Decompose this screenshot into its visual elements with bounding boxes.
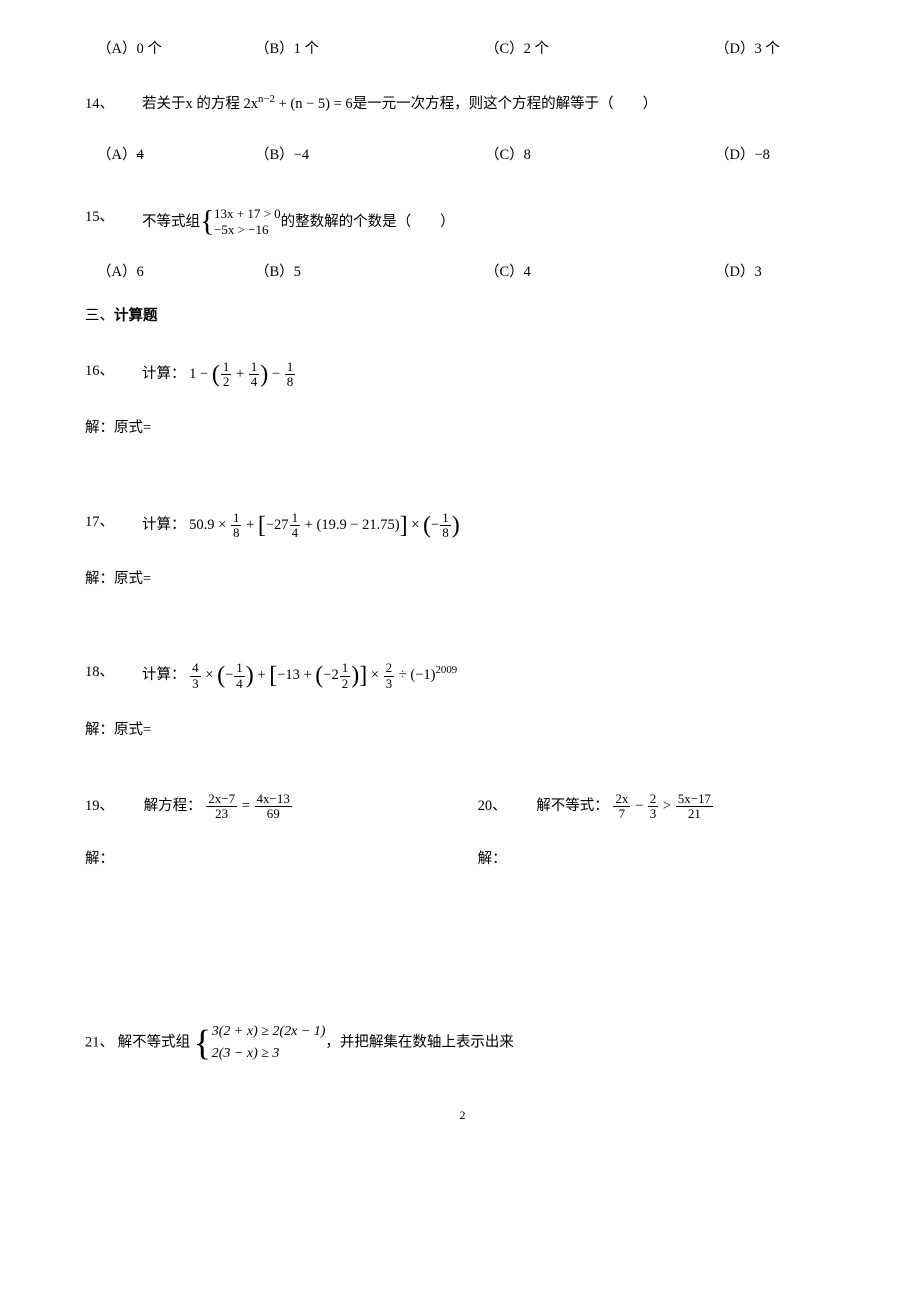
q14-b-label: （B） [255, 147, 294, 163]
q18: 18、 计算： 43 × (−14) + [−13 + (−212)] × 23… [85, 661, 840, 691]
q15: 15、 不等式组 13x + 17 > 0 −5x > −16 的整数解的个数是… [85, 206, 840, 240]
q14-c-label: （C） [485, 147, 524, 163]
q15-option-a: （A）6 [85, 261, 255, 284]
q14-option-d: （D）−8 [715, 144, 770, 167]
q15-text: 不等式组 13x + 17 > 0 −5x > −16 的整数解的个数是（ ） [142, 206, 840, 240]
q14-mid2: 是一元一次方程，则这个方程的解等于（ ） [353, 96, 658, 112]
q16-text: 计算： 1 − (12 + 14) − 18 [142, 360, 840, 390]
q15-line1: 13x + 17 > 0 [214, 206, 281, 223]
q21-label: 解不等式组 [118, 1035, 194, 1051]
q14-option-b: （B）−4 [255, 144, 485, 167]
q16-expression: 1 − (12 + 14) − 18 [189, 366, 296, 382]
q15-system: 13x + 17 > 0 −5x > −16 [200, 206, 281, 240]
q21-line2: 2(3 − x) ≥ 3 [212, 1043, 326, 1065]
q20-answer: 解： [478, 848, 840, 871]
q19-q20-row: 19、 解方程： 2x−723 = 4x−1369 解： 20、 解不等式： 2… [85, 792, 840, 871]
q14-a-label: （A） [97, 147, 136, 163]
q19-label: 解方程： [144, 798, 202, 814]
q21-line1: 3(2 + x) ≥ 2(2x − 1) [212, 1021, 326, 1043]
q14-pre: 若关于 [142, 96, 186, 112]
q20-expression: 2x7 − 23 > 5x−1721 [612, 798, 714, 814]
q14-options: （A）4 （B）−4 （C）8 （D）−8 [85, 144, 840, 167]
q18-expression: 43 × (−14) + [−13 + (−212)] × 23 ÷ (−1)2… [189, 667, 457, 683]
q16-answer: 解：原式= [85, 417, 840, 440]
q18-answer: 解：原式= [85, 719, 840, 742]
q15-options: （A）6 （B）5 （C）4 （D）3 [85, 261, 840, 284]
q14-mid1: 的方程 [193, 96, 244, 112]
q14: 14、 若关于x 的方程 2xn−2 + (n − 5) = 6是一元一次方程，… [85, 93, 840, 116]
q17-text: 计算： 50.9 × 18 + [−2714 + (19.9 − 21.75)]… [142, 511, 840, 541]
q17-number: 17、 [85, 511, 114, 534]
q15-post: 的整数解的个数是（ ） [281, 214, 455, 230]
q18-number: 18、 [85, 661, 114, 684]
q21: 21、 解不等式组 3(2 + x) ≥ 2(2x − 1) 2(3 − x) … [85, 1021, 840, 1066]
q21-post: ，并把解集在数轴上表示出来 [325, 1035, 514, 1051]
q13-option-b: （B）1 个 [255, 38, 485, 61]
q17-answer: 解：原式= [85, 568, 840, 591]
q18-label: 计算： [142, 667, 186, 683]
q14-d-label: （D） [715, 147, 754, 163]
q20-number: 20、 [478, 798, 507, 814]
q14-equation: 2xn−2 + (n − 5) = 6 [244, 96, 353, 112]
q20: 20、 解不等式： 2x7 − 23 > 5x−1721 解： [478, 792, 840, 871]
q15-pre: 不等式组 [142, 214, 200, 230]
q14-d-val: −8 [754, 147, 769, 163]
q14-option-a: （A）4 [85, 144, 255, 167]
q18-text: 计算： 43 × (−14) + [−13 + (−212)] × 23 ÷ (… [142, 661, 840, 691]
q13-options: （A）0 个 （B）1 个 （C）2 个 （D）3 个 [85, 38, 840, 61]
q15-number: 15、 [85, 206, 114, 229]
q14-c-val: 8 [524, 147, 531, 163]
q14-text: 若关于x 的方程 2xn−2 + (n − 5) = 6是一元一次方程，则这个方… [142, 93, 840, 116]
q19: 19、 解方程： 2x−723 = 4x−1369 解： [85, 792, 478, 871]
q21-system: 3(2 + x) ≥ 2(2x − 1) 2(3 − x) ≥ 3 [194, 1021, 326, 1066]
page-number: 2 [85, 1106, 840, 1125]
q14-number: 14、 [85, 93, 114, 116]
q20-label: 解不等式： [536, 798, 609, 814]
q14-b-val: −4 [294, 147, 309, 163]
q17: 17、 计算： 50.9 × 18 + [−2714 + (19.9 − 21.… [85, 511, 840, 541]
q13-option-d: （D）3 个 [715, 38, 780, 61]
section-3-header: 三、计算题 [85, 305, 840, 328]
q14-a-val: 4 [136, 147, 143, 163]
q16: 16、 计算： 1 − (12 + 14) − 18 [85, 360, 840, 390]
q14-option-c: （C）8 [485, 144, 715, 167]
q14-var: x [186, 96, 193, 112]
q17-label: 计算： [142, 517, 186, 533]
q19-number: 19、 [85, 798, 114, 814]
q21-number: 21、 [85, 1035, 114, 1051]
section-3-title: 计算题 [114, 308, 158, 324]
q19-expression: 2x−723 = 4x−1369 [205, 798, 293, 814]
q15-option-c: （C）4 [485, 261, 715, 284]
q19-answer: 解： [85, 848, 478, 871]
q13-option-c: （C）2 个 [485, 38, 715, 61]
q16-number: 16、 [85, 360, 114, 383]
section-3-prefix: 三、 [85, 308, 114, 324]
q13-option-a: （A）0 个 [85, 38, 255, 61]
q17-expression: 50.9 × 18 + [−2714 + (19.9 − 21.75)] × (… [189, 517, 460, 533]
q16-label: 计算： [142, 366, 186, 382]
q15-option-b: （B）5 [255, 261, 485, 284]
q15-line2: −5x > −16 [214, 222, 281, 239]
q15-option-d: （D）3 [715, 261, 762, 284]
